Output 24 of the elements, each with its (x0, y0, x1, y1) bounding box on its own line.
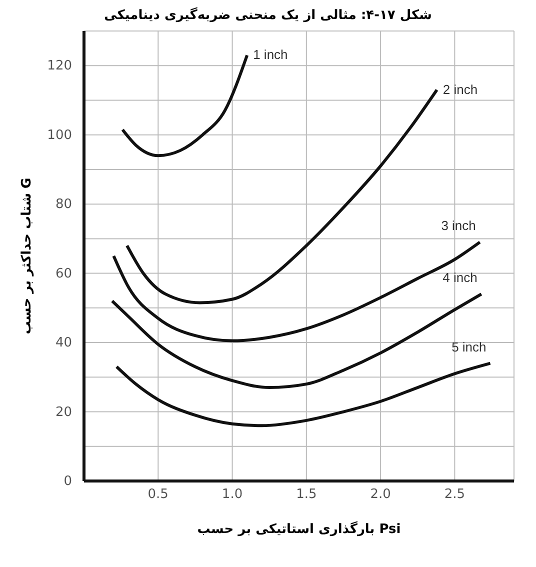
x-tick-label: 2.0 (370, 487, 391, 502)
y-tick-label: 100 (47, 128, 72, 143)
line-series (112, 240, 482, 342)
x-tick-label: 0.5 (148, 487, 168, 502)
y-tick-label: 20 (55, 404, 72, 420)
y-tick-label: 120 (47, 58, 72, 74)
y-tick-label: 0 (64, 474, 72, 489)
series-label: 5 inch (452, 339, 486, 354)
y-tick-label: 40 (55, 336, 72, 351)
y-tick-label: 80 (55, 197, 72, 212)
series-label: 1 inch (253, 47, 288, 62)
y-tick-label: 60 (55, 266, 72, 282)
x-tick-label: 1.0 (222, 487, 243, 502)
line-series (115, 362, 492, 428)
chart-title: شکل ۱۷-۴: مثالی از یک منحنی ضربه‌گیری دینامیکی (103, 8, 433, 23)
series-label: 2 inch (442, 82, 478, 97)
line-series (126, 88, 438, 304)
x-tick-label: 1.5 (296, 487, 317, 502)
series-label: 4 inch (442, 270, 478, 286)
y-axis-title: شتاب حداکثر بر حسب G (20, 178, 35, 334)
x-tick-label: 2.5 (444, 487, 466, 502)
series-label: 3 inch (441, 218, 476, 234)
x-axis-title: بارگذاری استاتیکی بر حسب Psi (197, 521, 401, 537)
line-series (121, 54, 249, 158)
